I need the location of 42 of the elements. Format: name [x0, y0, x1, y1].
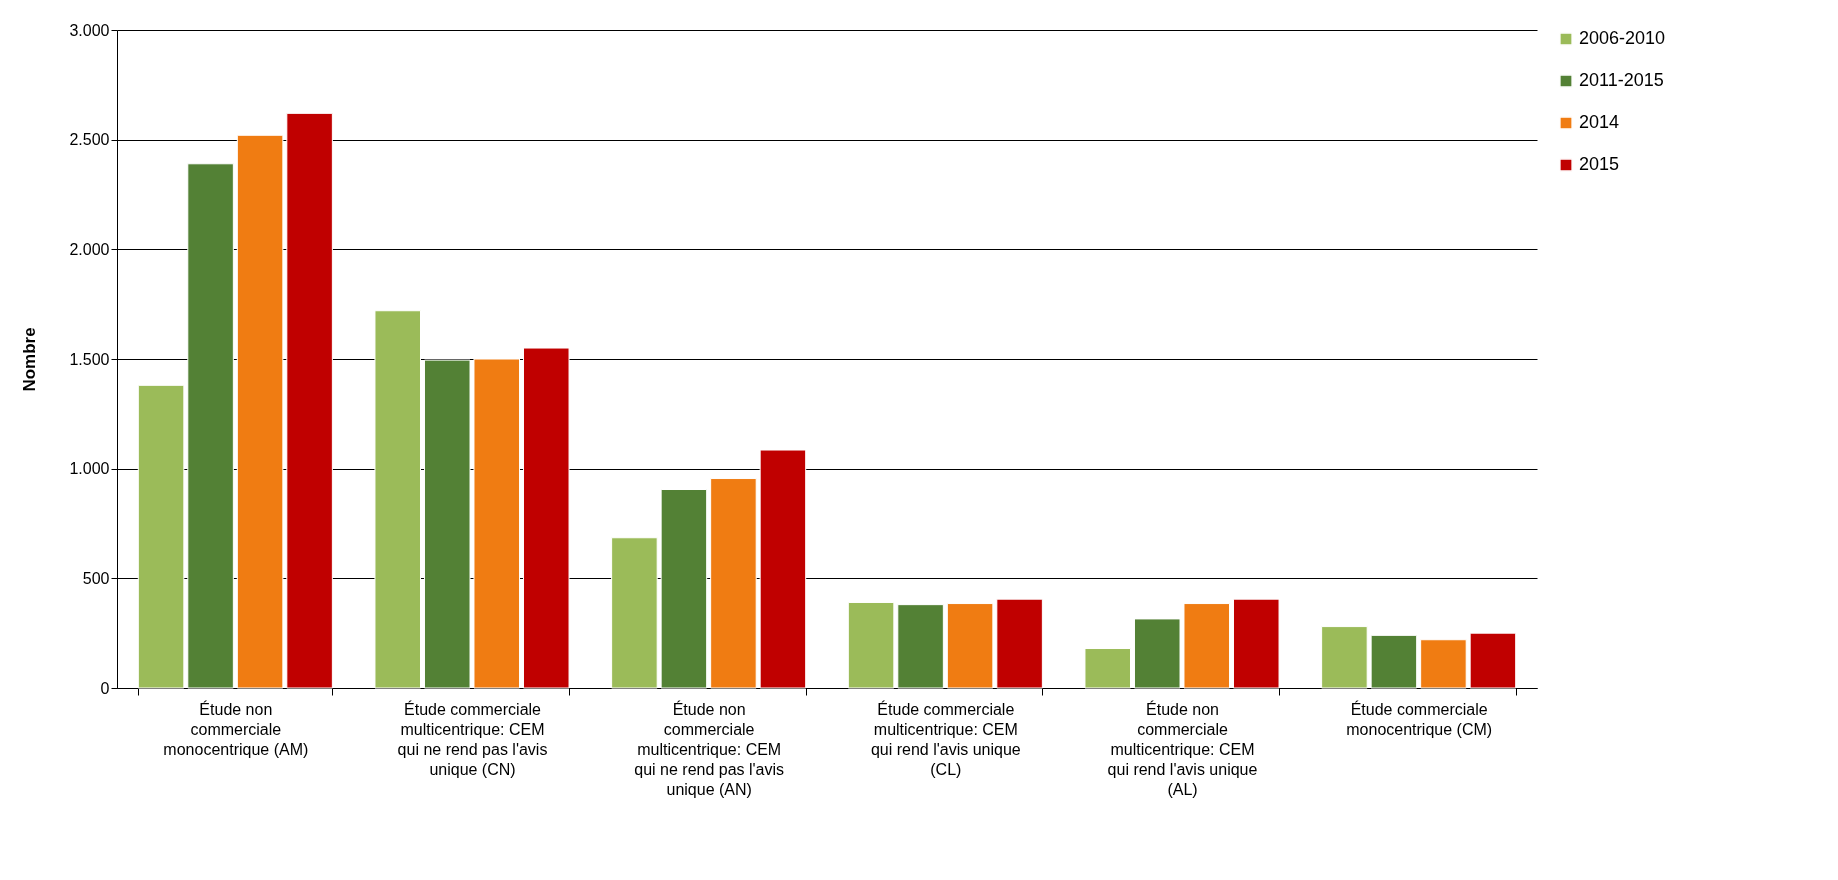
bar — [1321, 626, 1368, 689]
bar — [1133, 618, 1181, 689]
y-tick-label: 2.000 — [69, 240, 110, 258]
bar — [710, 478, 757, 689]
bar — [236, 134, 284, 689]
x-tick-label: Étude commerciale multicentrique: CEM qui rend l'avis unique (CL) — [870, 699, 1021, 778]
x-tick-label: Étude commerciale multicentrique: CEM qui ne rend pas l'avis unique (CN) — [397, 699, 548, 778]
bar — [996, 598, 1043, 689]
x-tick-label: Étude non commerciale multicentrique: CEM qui ne rend pas l'avis unique (AN) — [634, 699, 785, 798]
y-axis-title: Nombre — [20, 327, 40, 392]
y-tick-label: 3.000 — [69, 21, 110, 39]
bar — [187, 163, 234, 689]
y-tick-label: 500 — [82, 569, 110, 587]
legend-label: 2006-2010 — [1579, 28, 1666, 48]
bar — [473, 358, 521, 689]
bar — [1420, 639, 1467, 689]
bar — [1469, 632, 1517, 689]
bar — [946, 603, 994, 689]
bar — [286, 112, 333, 689]
bar — [660, 489, 708, 689]
y-tick-label: 0 — [100, 679, 110, 697]
bar — [1183, 603, 1231, 689]
bar — [847, 601, 895, 689]
y-tick-label: 1.000 — [69, 460, 110, 478]
bar — [611, 537, 658, 689]
bar — [423, 359, 471, 689]
legend-label: 2015 — [1579, 154, 1620, 174]
bar — [137, 384, 185, 689]
bar — [1084, 648, 1132, 689]
y-tick-label: 1.500 — [69, 350, 110, 368]
y-tick-label: 2.500 — [69, 131, 110, 149]
bar — [1232, 598, 1280, 689]
bar — [1370, 634, 1418, 689]
bar — [897, 604, 944, 689]
x-tick-label: Étude commerciale monocentrique (CM) — [1346, 699, 1493, 738]
x-tick-label: Étude non commerciale multicentrique: CEM qui rend l'avis unique (AL) — [1107, 699, 1258, 798]
legend-label: 2011-2015 — [1579, 70, 1664, 90]
legend-label: 2014 — [1579, 112, 1620, 132]
x-tick-label: Étude non commerciale monocentrique (AM) — [163, 699, 309, 758]
bar — [522, 347, 570, 689]
bar — [374, 310, 422, 689]
bar — [759, 449, 807, 689]
